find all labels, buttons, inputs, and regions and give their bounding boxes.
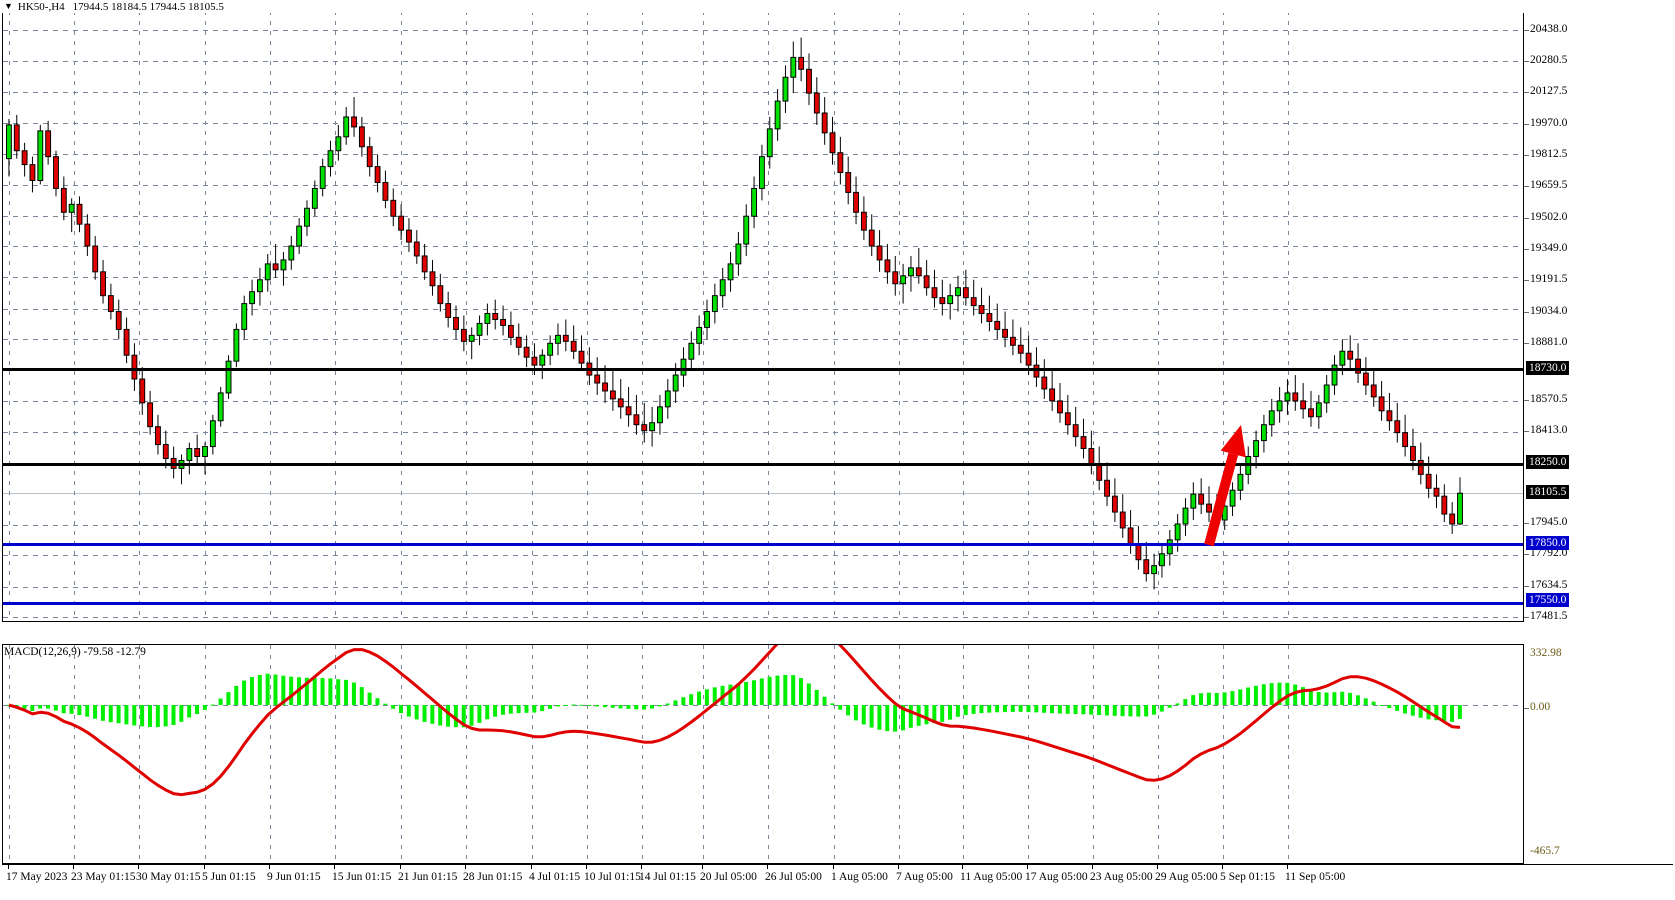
time-tick-mark [465, 864, 466, 869]
time-tick-mark [1287, 864, 1288, 869]
price-tick-mark [1524, 124, 1529, 125]
price-tick-label: 20438.0 [1530, 23, 1568, 35]
time-tick-label: 7 Aug 05:00 [896, 871, 953, 883]
price-tick-label: 17792.0 [1530, 547, 1568, 559]
price-tick-mark [1524, 280, 1529, 281]
time-tick-label: 11 Aug 05:00 [960, 871, 1023, 883]
price-tick-mark [1524, 586, 1529, 587]
price-tick-label: 20280.5 [1530, 54, 1568, 66]
time-tick-mark [702, 864, 703, 869]
price-tick-mark [1524, 312, 1529, 313]
ohlc-values: 17944.5 18184.5 17944.5 18105.5 [72, 1, 224, 13]
price-tick-label: 19191.5 [1530, 273, 1568, 285]
price-tick-label: 17634.5 [1530, 579, 1568, 591]
time-tick-label: 1 Aug 05:00 [831, 871, 888, 883]
time-tick-mark [641, 864, 642, 869]
price-tick-label: 20127.5 [1530, 85, 1568, 97]
time-tick-label: 29 Aug 05:00 [1155, 871, 1218, 883]
price-tick-mark [1524, 218, 1529, 219]
time-tick-label: 21 Jun 01:15 [398, 871, 458, 883]
time-tick-mark [898, 864, 899, 869]
time-tick-mark [531, 864, 532, 869]
time-tick-label: 9 Jun 01:15 [267, 871, 321, 883]
time-tick-mark [1027, 864, 1028, 869]
time-tick-mark [1092, 864, 1093, 869]
price-tick-mark [1524, 554, 1529, 555]
macd-tick-mark [1524, 708, 1529, 709]
macd-legend: MACD(12,26,9) -79.58 -12.79 [4, 646, 146, 658]
time-tick-mark [962, 864, 963, 869]
time-axis[interactable]: 17 May 2023 23 May 01:15 30 May 01:15 5 Jun… [2, 864, 1673, 899]
time-tick-mark [138, 864, 139, 869]
time-tick-mark [8, 864, 9, 869]
time-tick-label: 17 Aug 05:00 [1025, 871, 1088, 883]
price-tick-mark [1524, 400, 1529, 401]
price-tick-label: 19659.5 [1530, 179, 1568, 191]
time-tick-label: 15 Jun 01:15 [332, 871, 392, 883]
time-tick-label: 17 May 2023 [6, 871, 68, 883]
time-tick-label: 10 Jul 01:15 [584, 871, 641, 883]
time-tick-mark [586, 864, 587, 869]
time-tick-mark [334, 864, 335, 869]
price-tick-label: 18413.0 [1530, 424, 1568, 436]
price-tick-label: 19034.0 [1530, 305, 1568, 317]
time-tick-label: 23 May 01:15 [71, 871, 136, 883]
time-tick-mark [833, 864, 834, 869]
price-tick-label: 19970.0 [1530, 117, 1568, 129]
price-tick-mark [1524, 431, 1529, 432]
time-tick-label: 11 Sep 05:00 [1285, 871, 1346, 883]
price-tick-mark [1524, 92, 1529, 93]
macd-tick-label: 0.00 [1530, 701, 1551, 713]
price-tick-mark [1524, 155, 1529, 156]
triangle-down-icon[interactable]: ▼ [4, 1, 13, 11]
time-tick-mark [73, 864, 74, 869]
price-tick-label: 18570.5 [1530, 393, 1568, 405]
price-tick-mark [1524, 30, 1529, 31]
price-chart-pane[interactable] [2, 10, 1524, 622]
price-tick-mark [1524, 61, 1529, 62]
price-tick-mark [1524, 249, 1529, 250]
time-tick-label: 30 May 01:15 [136, 871, 201, 883]
macd-axis[interactable]: 332.98 0.00 -465.7 [1524, 644, 1673, 864]
time-tick-label: 26 Jul 05:00 [765, 871, 822, 883]
macd-tick-label: 332.98 [1530, 647, 1562, 659]
price-tick-label: 19349.0 [1530, 242, 1568, 254]
price-tick-label: 19502.0 [1530, 211, 1568, 223]
time-tick-mark [1157, 864, 1158, 869]
price-tick-label: 17481.5 [1530, 610, 1568, 622]
price-axis[interactable]: 20438.0 20280.5 20127.5 19970.0 19812.5 19659… [1524, 10, 1673, 622]
price-tick-label: 17945.0 [1530, 516, 1568, 528]
price-level-label[interactable]: 17550.0 [1526, 593, 1570, 607]
time-tick-label: 14 Jul 01:15 [639, 871, 696, 883]
time-tick-label: 28 Jun 01:15 [463, 871, 523, 883]
macd-chart-canvas [3, 645, 1523, 863]
time-tick-label: 5 Jun 01:15 [202, 871, 256, 883]
price-tick-mark [1524, 343, 1529, 344]
time-tick-mark [269, 864, 270, 869]
price-tick-mark [1524, 617, 1529, 618]
time-tick-label: 5 Sep 01:15 [1220, 871, 1275, 883]
price-level-label[interactable]: 18730.0 [1526, 361, 1570, 375]
price-chart-canvas [3, 11, 1523, 621]
macd-min-label: -465.7 [1530, 845, 1560, 857]
price-tick-mark [1524, 186, 1529, 187]
time-tick-mark [400, 864, 401, 869]
price-level-label[interactable]: 18250.0 [1526, 455, 1570, 469]
time-tick-label: 4 Jul 01:15 [529, 871, 581, 883]
time-tick-label: 23 Aug 05:00 [1090, 871, 1153, 883]
macd-indicator-pane[interactable] [2, 644, 1524, 864]
time-tick-mark [204, 864, 205, 869]
time-tick-mark [767, 864, 768, 869]
quote-bar: ▼ HK50-,H4 17944.5 18184.5 17944.5 18105.5 [0, 0, 1675, 13]
time-tick-label: 20 Jul 05:00 [700, 871, 757, 883]
price-tick-mark [1524, 523, 1529, 524]
symbol-label: HK50-,H4 [17, 1, 65, 13]
price-level-label[interactable]: 18105.5 [1526, 485, 1570, 499]
time-tick-mark [1222, 864, 1223, 869]
price-tick-label: 18881.0 [1530, 336, 1568, 348]
price-level-label[interactable]: 17850.0 [1526, 536, 1570, 550]
price-tick-label: 19812.5 [1530, 148, 1568, 160]
